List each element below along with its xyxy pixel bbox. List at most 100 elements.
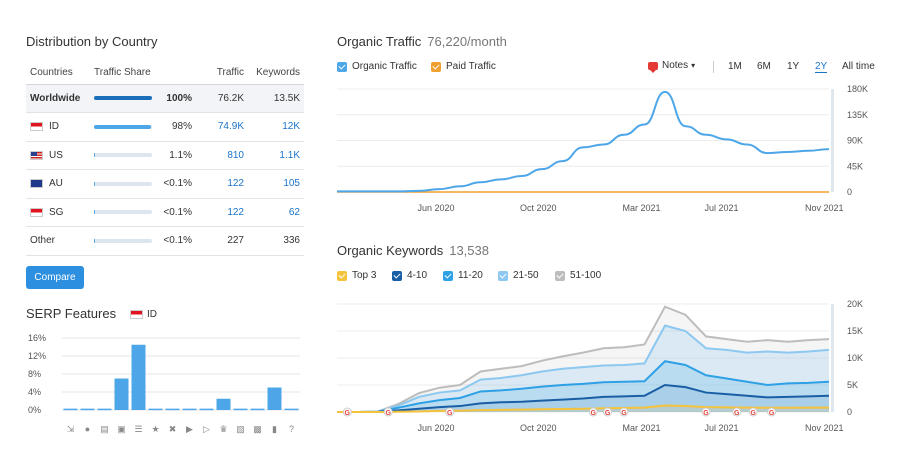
serp-region-label: ID xyxy=(147,309,157,320)
table-row[interactable]: Other <0.1% 227 336 xyxy=(26,226,304,256)
range-1y[interactable]: 1Y xyxy=(787,61,800,72)
range-2y[interactable]: 2Y xyxy=(815,61,828,73)
scrollbar xyxy=(831,304,834,412)
legend-11-20-label: 11-20 xyxy=(458,270,483,281)
country-name: Worldwide xyxy=(30,92,81,104)
google-update-marker[interactable]: G xyxy=(701,407,711,417)
y-tick-label: 0 xyxy=(847,407,852,417)
keywords-value[interactable]: 12K xyxy=(248,112,304,142)
range-1m[interactable]: 1M xyxy=(728,61,742,72)
y-tick-label: 16% xyxy=(28,333,46,343)
indonesia-flag-icon xyxy=(130,309,143,319)
chevron-down-icon: ▾ xyxy=(691,61,696,70)
google-update-marker[interactable]: G xyxy=(748,407,758,417)
google-icon-glyph: G xyxy=(703,410,709,417)
sitelinks-icon: ☰ xyxy=(134,424,142,434)
pin-icon: ● xyxy=(85,424,90,434)
compare-button[interactable]: Compare xyxy=(26,266,84,289)
bar xyxy=(97,408,112,411)
keywords-value[interactable]: 1.1K xyxy=(248,141,304,170)
checkbox-icon xyxy=(337,61,347,72)
google-icon-glyph: G xyxy=(386,410,392,417)
legend-paid-traffic-label: Paid Traffic xyxy=(446,61,496,72)
country-cell[interactable]: Worldwide xyxy=(26,84,90,113)
google-update-marker[interactable]: G xyxy=(767,407,777,417)
col-countries[interactable]: Countries xyxy=(26,62,90,85)
bar xyxy=(199,408,214,411)
keywords-value: 336 xyxy=(248,226,304,256)
series-line-21-50 xyxy=(337,324,830,413)
legend-organic-traffic-label: Organic Traffic xyxy=(352,61,417,72)
traffic-share-cell: <0.1% xyxy=(90,226,196,256)
table-row[interactable]: AU <0.1% 122 105 xyxy=(26,169,304,199)
y-tick-label: 90K xyxy=(847,136,863,146)
legend-11-20[interactable]: 11-20 xyxy=(443,270,483,281)
traffic-share-bar-fill xyxy=(94,124,151,129)
sg-flag-icon xyxy=(30,207,43,217)
keywords-value[interactable]: 105 xyxy=(248,169,304,199)
organic-traffic-label: Organic Traffic xyxy=(337,34,422,49)
notes-button[interactable]: Notes ▾ xyxy=(648,60,696,73)
traffic-value[interactable]: 122 xyxy=(196,169,248,199)
google-update-marker[interactable]: G xyxy=(445,407,455,417)
google-icon-glyph: G xyxy=(345,410,351,417)
google-update-marker[interactable]: G xyxy=(603,407,613,417)
bar xyxy=(165,408,180,411)
country-cell[interactable]: AU xyxy=(26,169,90,199)
x-tick-label: Nov 2021 xyxy=(805,423,844,433)
organic-keywords-label: Organic Keywords xyxy=(337,243,444,258)
google-update-marker[interactable]: G xyxy=(732,407,742,417)
traffic-value[interactable]: 74.9K xyxy=(196,112,248,142)
traffic-share-cell: 100% xyxy=(90,84,196,113)
y-tick-label: 0 xyxy=(847,187,852,197)
bar xyxy=(182,408,197,411)
google-update-marker[interactable]: G xyxy=(383,407,393,417)
video-icon: ▶ xyxy=(186,424,193,434)
distribution-title: Distribution by Country xyxy=(26,34,158,49)
col-traffic-share[interactable]: Traffic Share xyxy=(90,62,196,85)
range-6m[interactable]: 6M xyxy=(757,61,771,72)
legend-paid-traffic[interactable]: Paid Traffic xyxy=(431,61,496,72)
col-keywords[interactable]: Keywords xyxy=(248,62,304,85)
table-row[interactable]: US 1.1% 810 1.1K xyxy=(26,141,304,170)
x-tick-label: Jun 2020 xyxy=(418,423,455,433)
traffic-share-bar xyxy=(94,210,152,215)
bar xyxy=(250,408,265,411)
google-icon xyxy=(732,407,742,417)
google-icon xyxy=(445,407,455,417)
legend-21-50[interactable]: 21-50 xyxy=(498,270,539,281)
range-all-time[interactable]: All time xyxy=(842,61,875,72)
x-tick-label: Jul 2021 xyxy=(705,203,739,213)
traffic-value[interactable]: 810 xyxy=(196,141,248,170)
traffic-value[interactable]: 122 xyxy=(196,198,248,227)
col-traffic[interactable]: Traffic xyxy=(196,62,248,85)
legend-top3[interactable]: Top 3 xyxy=(337,270,376,281)
country-cell[interactable]: US xyxy=(26,141,90,170)
au-flag-icon xyxy=(30,179,43,189)
country-name: Other xyxy=(30,235,56,247)
serp-region[interactable]: ID xyxy=(130,309,157,320)
legend-51-100[interactable]: 51-100 xyxy=(555,270,601,281)
organic-keywords-title: Organic Keywords 13,538 xyxy=(337,243,489,258)
legend-4-10[interactable]: 4-10 xyxy=(392,270,427,281)
google-update-marker[interactable]: G xyxy=(619,407,629,417)
traffic-share-bar xyxy=(94,181,152,186)
google-update-marker[interactable]: G xyxy=(588,407,598,417)
legend-organic-traffic[interactable]: Organic Traffic xyxy=(337,61,417,72)
table-row[interactable]: Worldwide 100% 76.2K 13.5K xyxy=(26,84,304,113)
ad-icon: ▮ xyxy=(272,424,277,434)
table-row[interactable]: SG <0.1% 122 62 xyxy=(26,198,304,227)
link-icon: ⇲ xyxy=(67,424,75,434)
country-cell[interactable]: SG xyxy=(26,198,90,227)
keywords-value[interactable]: 62 xyxy=(248,198,304,227)
bar xyxy=(114,378,129,410)
y-tick-label: 0% xyxy=(28,405,41,415)
question-icon: ? xyxy=(289,424,294,434)
organic-traffic-value: 76,220/month xyxy=(427,34,507,49)
country-cell[interactable]: Other xyxy=(26,226,90,256)
google-update-marker[interactable]: G xyxy=(342,407,352,417)
y-tick-label: 8% xyxy=(28,369,41,379)
table-row[interactable]: ID 98% 74.9K 12K xyxy=(26,112,304,142)
country-cell[interactable]: ID xyxy=(26,112,90,142)
bar xyxy=(148,408,163,411)
